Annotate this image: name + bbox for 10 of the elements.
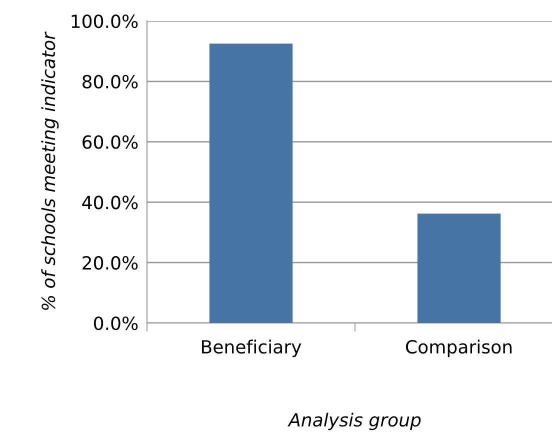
y-tick-label: 20.0% xyxy=(82,256,138,270)
x-tick-label: Comparison xyxy=(406,340,512,358)
y-tick-label: 80.0% xyxy=(82,74,138,89)
y-tick-label: 40.0% xyxy=(82,196,138,210)
y-tick-label: 60.0% xyxy=(82,135,138,149)
x-axis-title: Analysis group xyxy=(288,412,421,430)
y-axis-title: % of schools meeting indicator xyxy=(41,32,59,310)
x-tick-label: Beneficiary xyxy=(202,340,302,358)
y-tick-label: 0.0% xyxy=(94,316,138,330)
y-tick-label: 100.0% xyxy=(72,14,138,28)
